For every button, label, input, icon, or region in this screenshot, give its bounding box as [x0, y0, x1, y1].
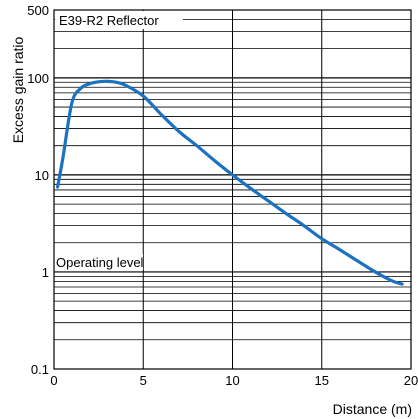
x-tick-label: 15	[315, 373, 329, 388]
x-axis-label: Distance (m)	[333, 401, 412, 417]
y-tick-label: 500	[27, 3, 49, 18]
series-line	[55, 79, 404, 286]
legend-label: E39-R2 Reflector	[59, 13, 159, 28]
y-tick-label: 10	[35, 168, 49, 183]
legend-background	[55, 11, 183, 29]
axis-titles: Distance (m) Excess gain ratio	[10, 36, 412, 417]
series-layer	[55, 79, 404, 286]
annotation-background	[55, 253, 143, 270]
x-tick-label: 0	[50, 373, 57, 388]
tick-labels: 0 5 10 15 20 0.1 1 10 100 500	[27, 3, 418, 388]
operating-level-label: Operating level	[56, 255, 144, 270]
grid-lines	[54, 10, 411, 369]
y-tick-label: 1	[42, 265, 49, 280]
y-tick-label: 0.1	[31, 362, 49, 377]
plot-frame	[53, 9, 412, 370]
plot-border	[53, 9, 412, 370]
x-tick-label: 5	[140, 373, 147, 388]
annotations: E39-R2 Reflector Operating level	[56, 13, 159, 270]
x-tick-label: 10	[225, 373, 239, 388]
x-tick-label: 20	[404, 373, 418, 388]
y-tick-label: 100	[27, 71, 49, 86]
y-axis-label: Excess gain ratio	[10, 36, 26, 143]
